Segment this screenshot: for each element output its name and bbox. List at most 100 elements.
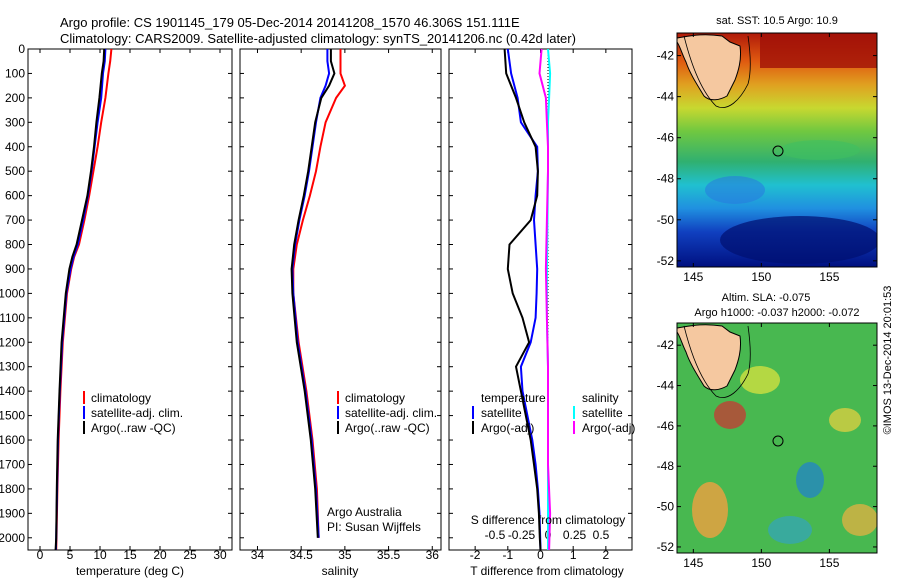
difference-panel-frame xyxy=(448,48,633,551)
depth-tick-label: 1500 xyxy=(0,409,25,423)
legend-climatology: climatology xyxy=(345,391,405,405)
depth-tick-label: 900 xyxy=(5,262,25,276)
x-tick-label: 2 xyxy=(603,548,610,562)
eddy-patch xyxy=(705,176,765,204)
lat-tick-label: -42 xyxy=(657,49,675,63)
depth-tick-label: 1600 xyxy=(0,433,25,447)
sla-map-axes: -42 -44 -46 -48 -50 -52 145 150 155 xyxy=(657,323,877,570)
legend-argo: Argo(..raw -QC) xyxy=(91,421,176,435)
depth-axis: 0 100 200 300 400 500 600 700 800 900 1000 1100 1200… xyxy=(0,42,632,545)
temperature-xlabel: temperature (deg C) xyxy=(76,564,184,578)
sst-map-frame xyxy=(676,32,878,268)
x-tick-label: 20 xyxy=(153,548,167,562)
x-tick-label: 34.5 xyxy=(289,548,313,562)
x-tick-label: 35.5 xyxy=(377,548,401,562)
depth-tick-label: 2000 xyxy=(0,531,25,545)
salinity-profiles xyxy=(290,49,347,538)
sla-high-patch xyxy=(692,482,728,538)
depth-tick-label: 300 xyxy=(5,115,25,129)
sla-map xyxy=(677,323,877,553)
legend-s-satellite: satellite xyxy=(582,406,623,420)
legend-satellite: satellite-adj. clim. xyxy=(91,406,183,420)
legend-argo: Argo(..raw -QC) xyxy=(345,421,430,435)
depth-tick-label: 200 xyxy=(5,91,25,105)
lat-tick-label: -52 xyxy=(657,254,675,268)
top-tick-label: 0.25 xyxy=(563,528,587,542)
top-tick-label: -0.25 xyxy=(508,528,536,542)
lat-tick-label: -50 xyxy=(657,213,675,227)
x-tick-label: 0 xyxy=(537,548,544,562)
lat-tick-label: -44 xyxy=(657,90,675,104)
profile-line xyxy=(54,49,106,550)
difference-top-label: S difference from climatology xyxy=(471,513,626,527)
imos-timestamp: ©IMOS 13-Dec-2014 20:01:53 xyxy=(882,286,894,435)
depth-tick-label: 1000 xyxy=(0,286,25,300)
header-line-1: Argo profile: CS 1901145_179 05-Dec-2014… xyxy=(60,15,520,30)
lon-tick-label: 145 xyxy=(683,270,703,284)
sla-map-title-2: Argo h1000: -0.037 h2000: -0.072 xyxy=(694,307,859,319)
depth-tick-label: 0 xyxy=(18,42,25,56)
x-tick-label: 36 xyxy=(426,548,440,562)
x-tick-label: 35 xyxy=(338,548,352,562)
profile-line xyxy=(292,49,347,538)
lon-tick-label: 155 xyxy=(819,270,839,284)
depth-tick-label: 800 xyxy=(5,238,25,252)
sla-map-title-1: Altim. SLA: -0.075 xyxy=(722,292,811,304)
x-tick-label: -2 xyxy=(470,548,481,562)
salinity-panel-frame xyxy=(239,48,442,551)
sla-low-patch xyxy=(796,462,824,498)
profile-line xyxy=(290,49,336,538)
lat-tick-label: -46 xyxy=(657,419,675,433)
tasmania-landmass xyxy=(677,34,741,101)
sla-high-patch xyxy=(829,408,861,432)
depth-tick-label: 1300 xyxy=(0,360,25,374)
depth-tick-label: 400 xyxy=(5,140,25,154)
lat-tick-label: -48 xyxy=(657,172,675,186)
sla-low-patch xyxy=(768,516,812,544)
lat-tick-label: -42 xyxy=(657,338,675,352)
top-tick-label: 0.5 xyxy=(593,528,610,542)
salinity-legend: climatology satellite-adj. clim. Argo(..… xyxy=(337,391,437,435)
shelf-contour xyxy=(683,325,751,398)
salinity-xlabel: salinity xyxy=(322,564,359,578)
sla-map-frame xyxy=(676,322,878,554)
temperature-legend: climatology satellite-adj. clim. Argo(..… xyxy=(83,391,183,435)
sla-high-patch xyxy=(740,366,780,394)
depth-tick-label: 1900 xyxy=(0,506,25,520)
depth-tick-label: 1200 xyxy=(0,335,25,349)
lat-tick-label: -50 xyxy=(657,500,675,514)
legend-s-argo: Argo(-adj) xyxy=(582,421,635,435)
sla-high-patch xyxy=(714,401,746,429)
x-tick-label: 0 xyxy=(37,548,44,562)
depth-tick-label: 700 xyxy=(5,213,25,227)
temperature-profiles xyxy=(54,49,113,550)
profile-line xyxy=(291,49,331,538)
float-position-marker xyxy=(772,145,784,157)
x-tick-label: 30 xyxy=(213,548,227,562)
x-tick-label: 10 xyxy=(93,548,107,562)
legend-salinity-title: salinity xyxy=(582,391,619,405)
depth-tick-label: 1400 xyxy=(0,384,25,398)
lat-tick-label: -48 xyxy=(657,459,675,473)
cold-water-patch xyxy=(720,216,877,264)
lon-tick-label: 150 xyxy=(751,556,771,570)
depth-tick-label: 100 xyxy=(5,66,25,80)
x-tick-label: 15 xyxy=(123,548,137,562)
lat-tick-label: -46 xyxy=(657,131,675,145)
salinity-x-axis: 34 34.5 35 35.5 36 xyxy=(251,49,439,562)
temperature-x-axis: 0 5 10 15 20 25 30 xyxy=(37,49,227,562)
x-tick-label: -1 xyxy=(502,548,513,562)
difference-line xyxy=(503,49,542,550)
lat-tick-label: -52 xyxy=(657,540,675,554)
x-tick-label: 34 xyxy=(251,548,265,562)
lon-tick-label: 155 xyxy=(819,556,839,570)
lon-tick-label: 150 xyxy=(751,270,771,284)
legend-satellite: satellite-adj. clim. xyxy=(345,406,437,420)
tasmania-landmass xyxy=(677,324,741,391)
sst-map xyxy=(677,33,877,267)
depth-tick-label: 1800 xyxy=(0,482,25,496)
profile-line xyxy=(54,49,107,550)
x-tick-label: 25 xyxy=(183,548,197,562)
x-tick-label: 1 xyxy=(570,548,577,562)
